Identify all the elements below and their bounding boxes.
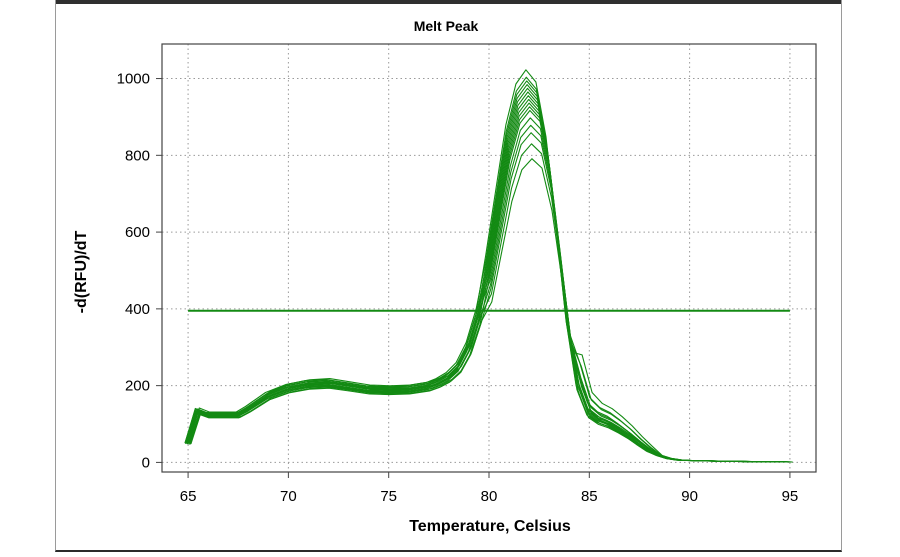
melt-curve-14 (189, 132, 792, 463)
series-group (184, 69, 793, 463)
melt-curve-16 (190, 158, 793, 463)
chart-frame (55, 0, 842, 552)
melt-curve-13 (189, 124, 792, 463)
x-tick-label: 90 (681, 488, 698, 505)
y-tick-label: 800 (125, 147, 150, 164)
y-tick-label: 600 (125, 224, 150, 241)
x-tick-label: 75 (380, 488, 397, 505)
y-tick-label: 0 (142, 454, 150, 471)
y-axis-label: -d(RFU)/dT (73, 230, 90, 313)
x-tick-label: 70 (280, 488, 297, 505)
x-axis-label: Temperature, Celsius (409, 518, 571, 535)
y-tick-label: 1000 (117, 71, 150, 88)
x-tick-label: 65 (180, 488, 197, 505)
y-tick-label: 400 (125, 301, 150, 318)
x-tick-label: 80 (481, 488, 498, 505)
x-tick-label: 95 (782, 488, 799, 505)
y-tick-label: 200 (125, 378, 150, 395)
x-tick-label: 85 (581, 488, 598, 505)
grid-lines (162, 44, 816, 472)
window-top-bar (55, 0, 842, 4)
axis-ticks: 65 70 75 80 85 90 95 0 200 400 600 800 1000 (117, 71, 799, 505)
chart-title: Melt Peak (414, 18, 479, 34)
